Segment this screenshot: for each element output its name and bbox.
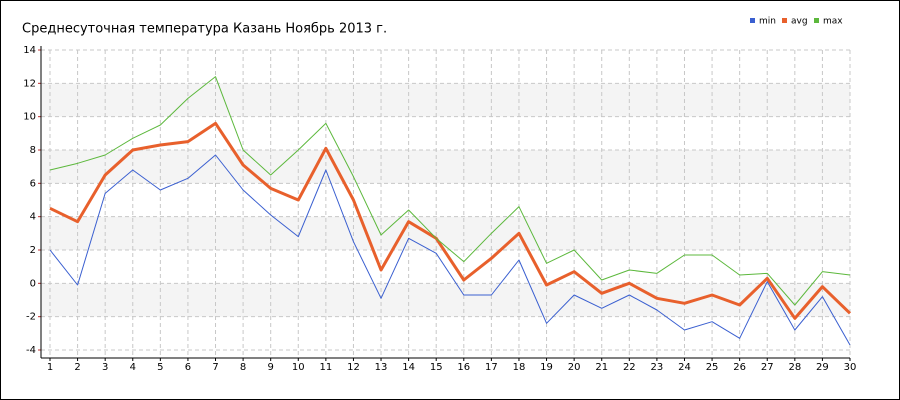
band: [41, 150, 850, 184]
y-tick-label: -2: [26, 312, 36, 323]
y-tick-label: 6: [30, 178, 36, 189]
x-tick-label: 17: [485, 362, 498, 373]
x-tick-label: 20: [568, 362, 581, 373]
x-tick-label: 9: [268, 362, 274, 373]
y-tick-label: -4: [26, 345, 36, 356]
y-tick-label: 10: [23, 112, 36, 123]
legend-label: min: [759, 17, 776, 27]
x-tick-label: 22: [623, 362, 636, 373]
x-tick-label: 1: [47, 362, 53, 373]
series-line: [49, 76, 851, 306]
y-tick-label: 0: [30, 278, 36, 289]
band: [41, 283, 850, 317]
x-tick-label: 10: [292, 362, 305, 373]
y-tick-label: 14: [23, 45, 36, 56]
band: [41, 216, 850, 250]
y-tick-label: 8: [30, 145, 36, 156]
x-tick-label: 21: [595, 362, 608, 373]
x-tick-label: 27: [761, 362, 774, 373]
x-tick-label: 5: [157, 362, 163, 373]
series-line: [49, 154, 851, 346]
x-tick-label: 12: [347, 362, 360, 373]
x-tick-label: 6: [185, 362, 191, 373]
x-tick-label: 2: [74, 362, 80, 373]
x-tick-label: 24: [678, 362, 691, 373]
x-tick-label: 25: [706, 362, 719, 373]
x-tick-label: 28: [788, 362, 801, 373]
y-tick-label: 12: [23, 78, 36, 89]
x-tick-label: 29: [816, 362, 829, 373]
legend-swatch: [814, 18, 819, 23]
x-tick-label: 13: [375, 362, 388, 373]
x-tick-label: 11: [319, 362, 332, 373]
legend-swatch: [782, 18, 787, 23]
x-tick-label: 7: [212, 362, 218, 373]
x-tick-label: 26: [733, 362, 746, 373]
x-tick-label: 16: [457, 362, 470, 373]
legend-label: avg: [791, 17, 808, 27]
band: [41, 83, 850, 117]
legend-swatch: [750, 18, 755, 23]
legend-label: max: [823, 17, 843, 27]
x-tick-label: 19: [540, 362, 553, 373]
x-tick-label: 8: [240, 362, 246, 373]
series-line: [49, 121, 852, 320]
y-tick-label: 4: [30, 212, 36, 223]
x-tick-label: 4: [130, 362, 136, 373]
x-tick-label: 30: [844, 362, 857, 373]
x-tick-label: 3: [102, 362, 108, 373]
x-tick-label: 14: [402, 362, 415, 373]
chart-title: Среднесуточная температура Казань Ноябрь…: [22, 22, 387, 37]
x-tick-label: 15: [430, 362, 443, 373]
x-tick-label: 18: [513, 362, 526, 373]
x-tick-label: 23: [651, 362, 664, 373]
y-tick-label: 2: [30, 245, 36, 256]
